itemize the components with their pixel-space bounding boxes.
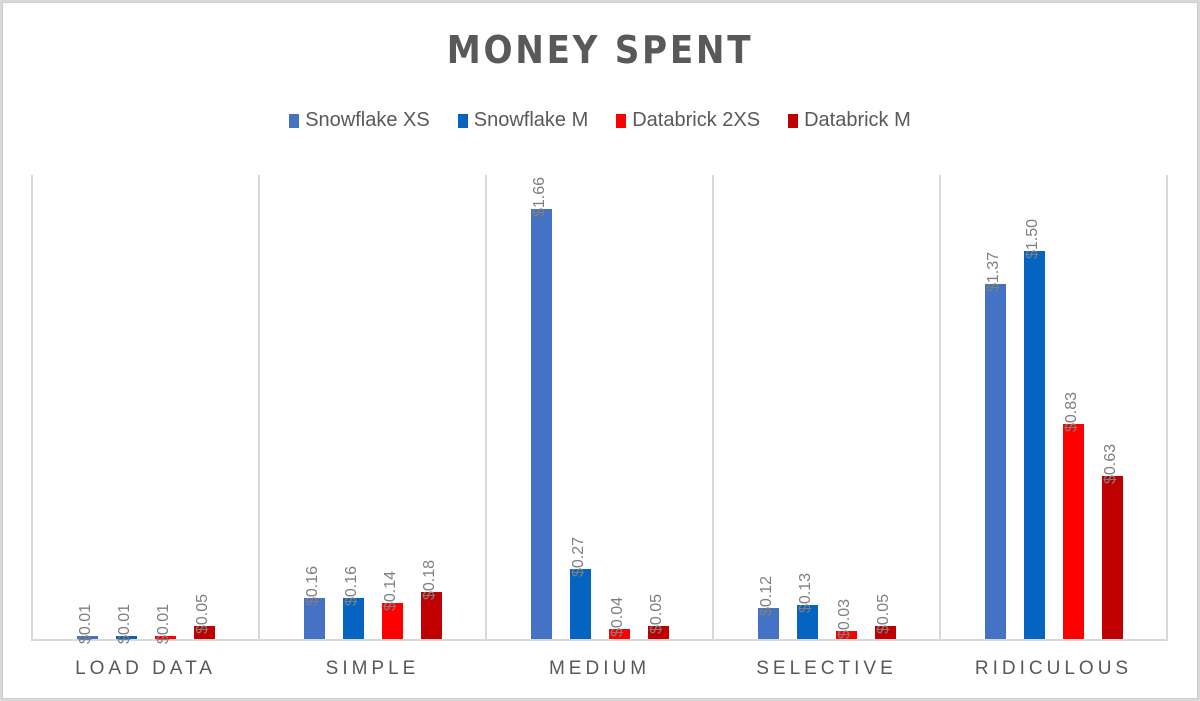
bar (1062, 424, 1084, 639)
legend-swatch-icon (289, 113, 300, 128)
data-label: $0.04 (609, 596, 626, 637)
category-divider (712, 175, 714, 641)
data-label: $0.05 (648, 594, 665, 635)
data-label: $0.01 (116, 604, 133, 645)
legend-item-databrick-m: Databrick M (788, 109, 911, 132)
bar (154, 636, 176, 639)
bar (647, 626, 669, 639)
legend-label: Databrick M (804, 109, 911, 131)
category-divider (1166, 175, 1168, 641)
data-label: $0.13 (797, 573, 814, 614)
data-label: $0.12 (758, 575, 775, 616)
legend-item-snowflake-m: Snowflake M (457, 109, 589, 132)
data-label: $1.66 (531, 177, 548, 218)
category-label: LOAD DATA (75, 658, 216, 679)
bar (569, 569, 591, 639)
bar (76, 636, 98, 639)
category-label: SIMPLE (325, 658, 420, 679)
bar (193, 626, 215, 639)
data-label: $0.05 (194, 594, 211, 635)
category-label: RIDICULOUS (974, 658, 1133, 679)
x-axis-line (32, 639, 1167, 641)
data-label: $0.01 (155, 604, 172, 645)
legend-swatch-icon (788, 113, 799, 128)
category-divider (485, 175, 487, 641)
data-label: $1.37 (985, 252, 1002, 293)
data-label: $0.27 (570, 537, 587, 578)
bar (984, 284, 1006, 639)
bar (1101, 475, 1123, 639)
data-label: $0.18 (421, 560, 438, 601)
data-label: $0.05 (875, 594, 892, 635)
category-divider (258, 175, 260, 641)
bar (1023, 250, 1045, 639)
data-label: $0.63 (1102, 443, 1119, 484)
legend-item-databrick-2xs: Databrick 2XS (616, 109, 760, 132)
data-label: $0.01 (77, 604, 94, 645)
bar (115, 636, 137, 639)
bar (835, 631, 857, 639)
data-label: $0.16 (343, 565, 360, 606)
data-label: $0.03 (836, 599, 853, 640)
bar (381, 602, 403, 639)
legend-swatch-icon (616, 113, 627, 128)
bar (796, 605, 818, 639)
data-label: $1.50 (1024, 218, 1041, 259)
plot-area: $0.01 $0.01 $0.01 $0.05 $0.16 $0.16 $0.14 $0.18… (31, 175, 1168, 645)
data-label: $0.16 (304, 565, 321, 606)
data-label: $0.83 (1063, 391, 1080, 433)
bar (420, 592, 442, 639)
legend-label: Databrick 2XS (632, 109, 761, 131)
legend-label: Snowflake XS (305, 109, 430, 131)
legend-item-snowflake-xs: Snowflake XS (289, 109, 430, 132)
category-divider (939, 175, 941, 641)
legend-swatch-icon (457, 113, 468, 128)
bar (874, 626, 896, 639)
bar (303, 597, 325, 639)
chart-legend: Snowflake XS Snowflake M Databrick 2XS D… (0, 109, 1200, 132)
bar (530, 209, 552, 639)
bar (757, 607, 779, 639)
category-divider (31, 175, 33, 641)
category-label: SELECTIVE (756, 658, 897, 679)
data-label: $0.14 (382, 570, 399, 611)
legend-label: Snowflake M (473, 109, 589, 131)
bar (608, 628, 630, 639)
bar (342, 597, 364, 639)
category-label: MEDIUM (548, 658, 651, 679)
chart-title: MONEY SPENT (446, 28, 754, 72)
